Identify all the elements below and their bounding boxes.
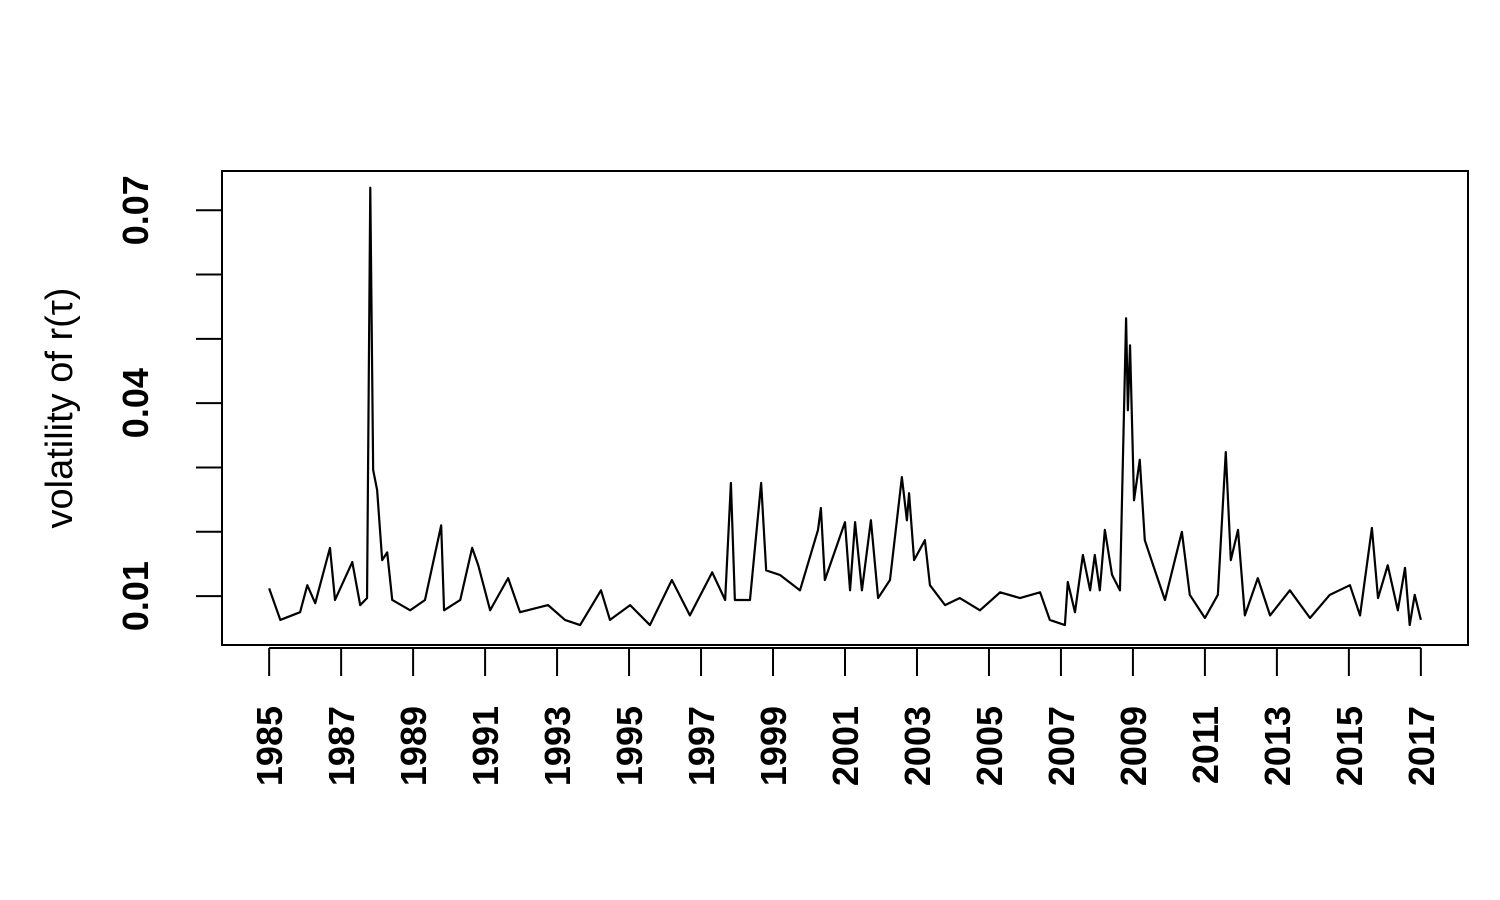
x-tick-label: 1997 — [681, 706, 722, 786]
x-tick-label: 2001 — [825, 706, 866, 786]
x-tick-label: 2003 — [897, 706, 938, 786]
x-tick-label: 2005 — [969, 706, 1010, 786]
y-axis-title: volatility of r(τ) — [39, 288, 81, 529]
x-tick-label: 1991 — [465, 706, 506, 786]
x-tick-label: 2017 — [1401, 706, 1442, 786]
x-tick-label: 2011 — [1185, 706, 1226, 784]
x-tick-label: 1989 — [393, 706, 434, 786]
y-tick-label: 0.04 — [115, 368, 156, 438]
x-tick-label: 1993 — [537, 706, 578, 786]
y-tick-label: 0.07 — [115, 175, 156, 245]
x-tick-label: 2015 — [1329, 706, 1370, 786]
x-tick-label: 1987 — [321, 706, 362, 786]
plot-frame — [221, 170, 1469, 646]
x-tick-label: 1999 — [753, 706, 794, 786]
series-line — [268, 186, 1422, 627]
x-tick-label: 2013 — [1257, 706, 1298, 786]
x-tick-label: 2009 — [1113, 706, 1154, 786]
y-tick-label: 0.01 — [115, 561, 156, 631]
x-tick-label: 1985 — [249, 706, 290, 786]
x-tick-label: 2007 — [1041, 706, 1082, 786]
x-tick-label: 1995 — [609, 706, 650, 786]
